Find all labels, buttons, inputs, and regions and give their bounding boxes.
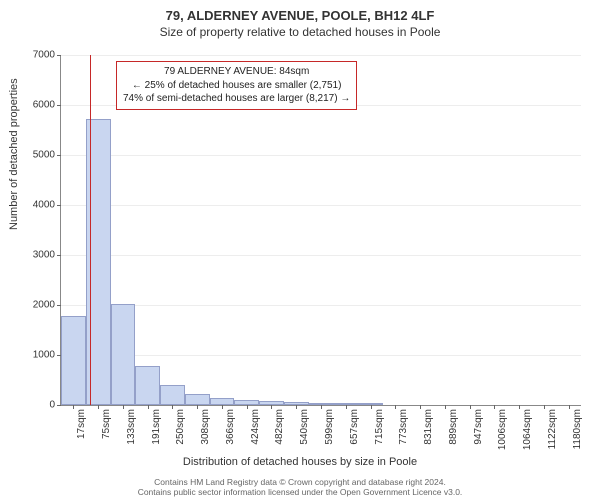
- xtick-mark: [172, 405, 173, 409]
- xtick-mark: [247, 405, 248, 409]
- xtick-mark: [544, 405, 545, 409]
- ytick-label: 0: [49, 400, 55, 411]
- x-axis-label: Distribution of detached houses by size …: [0, 456, 600, 468]
- footer-line1: Contains HM Land Registry data © Crown c…: [0, 477, 600, 488]
- xtick-label: 424sqm: [250, 409, 261, 445]
- ytick-label: 6000: [33, 100, 55, 111]
- ytick-mark: [57, 255, 61, 256]
- xtick-mark: [371, 405, 372, 409]
- histogram-bar: [160, 385, 185, 405]
- histogram-bar: [210, 398, 235, 406]
- info-box-line3: 74% of semi-detached houses are larger (…: [123, 92, 350, 106]
- xtick-mark: [222, 405, 223, 409]
- ytick-label: 2000: [33, 300, 55, 311]
- xtick-label: 599sqm: [324, 409, 335, 445]
- xtick-mark: [470, 405, 471, 409]
- xtick-label: 366sqm: [225, 409, 236, 445]
- gridline: [61, 255, 581, 256]
- xtick-label: 540sqm: [299, 409, 310, 445]
- xtick-label: 191sqm: [151, 409, 162, 445]
- gridline: [61, 205, 581, 206]
- xtick-label: 657sqm: [349, 409, 360, 445]
- info-box-line2: ← 25% of detached houses are smaller (2,…: [123, 79, 350, 93]
- ytick-label: 3000: [33, 250, 55, 261]
- gridline: [61, 305, 581, 306]
- histogram-bar: [111, 304, 136, 405]
- y-axis-label: Number of detached properties: [8, 78, 20, 230]
- xtick-label: 715sqm: [374, 409, 385, 445]
- xtick-mark: [148, 405, 149, 409]
- ytick-mark: [57, 55, 61, 56]
- histogram-bar: [185, 394, 210, 406]
- xtick-mark: [346, 405, 347, 409]
- info-box: 79 ALDERNEY AVENUE: 84sqm ← 25% of detac…: [116, 61, 357, 110]
- xtick-label: 1064sqm: [522, 409, 533, 450]
- xtick-mark: [197, 405, 198, 409]
- xtick-mark: [569, 405, 570, 409]
- xtick-label: 1122sqm: [547, 409, 558, 449]
- gridline: [61, 355, 581, 356]
- footer-line2: Contains public sector information licen…: [0, 487, 600, 498]
- ytick-mark: [57, 155, 61, 156]
- ytick-label: 7000: [33, 50, 55, 61]
- xtick-label: 889sqm: [448, 409, 459, 445]
- chart-title-line2: Size of property relative to detached ho…: [0, 23, 600, 39]
- chart-container: 79, ALDERNEY AVENUE, POOLE, BH12 4LF Siz…: [0, 0, 600, 500]
- marker-line: [90, 55, 91, 405]
- xtick-label: 1180sqm: [572, 409, 583, 449]
- histogram-bar: [135, 366, 160, 406]
- plot-area: 79 ALDERNEY AVENUE: 84sqm ← 25% of detac…: [60, 55, 581, 406]
- xtick-label: 250sqm: [175, 409, 186, 445]
- info-box-line1: 79 ALDERNEY AVENUE: 84sqm: [123, 65, 350, 79]
- xtick-label: 773sqm: [398, 409, 409, 445]
- xtick-label: 947sqm: [473, 409, 484, 445]
- xtick-mark: [395, 405, 396, 409]
- xtick-label: 17sqm: [76, 409, 87, 439]
- ytick-mark: [57, 305, 61, 306]
- xtick-mark: [296, 405, 297, 409]
- xtick-mark: [494, 405, 495, 409]
- gridline: [61, 55, 581, 56]
- ytick-mark: [57, 105, 61, 106]
- xtick-mark: [420, 405, 421, 409]
- xtick-label: 831sqm: [423, 409, 434, 445]
- xtick-label: 482sqm: [274, 409, 285, 445]
- xtick-mark: [519, 405, 520, 409]
- ytick-label: 1000: [33, 350, 55, 361]
- xtick-mark: [271, 405, 272, 409]
- xtick-label: 1006sqm: [497, 409, 508, 450]
- ytick-label: 4000: [33, 200, 55, 211]
- xtick-mark: [123, 405, 124, 409]
- footer-attribution: Contains HM Land Registry data © Crown c…: [0, 477, 600, 498]
- xtick-mark: [73, 405, 74, 409]
- xtick-label: 75sqm: [101, 409, 112, 439]
- xtick-mark: [321, 405, 322, 409]
- chart-title-line1: 79, ALDERNEY AVENUE, POOLE, BH12 4LF: [0, 0, 600, 23]
- gridline: [61, 155, 581, 156]
- histogram-bar: [61, 316, 86, 405]
- xtick-mark: [98, 405, 99, 409]
- xtick-mark: [445, 405, 446, 409]
- ytick-mark: [57, 205, 61, 206]
- ytick-mark: [57, 405, 61, 406]
- xtick-label: 133sqm: [126, 409, 137, 445]
- xtick-label: 308sqm: [200, 409, 211, 445]
- ytick-label: 5000: [33, 150, 55, 161]
